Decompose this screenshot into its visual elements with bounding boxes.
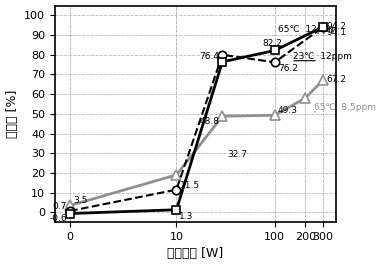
Text: 76.2: 76.2 <box>278 64 298 73</box>
Text: 23℃  12ppm: 23℃ 12ppm <box>293 52 352 61</box>
Text: 94.2: 94.2 <box>326 22 346 31</box>
Text: 49.3: 49.3 <box>278 106 298 115</box>
Text: 76.4: 76.4 <box>200 52 219 61</box>
Text: 67.2: 67.2 <box>326 76 346 85</box>
Text: 82.2: 82.2 <box>263 39 282 48</box>
Text: 3.5: 3.5 <box>73 196 87 205</box>
X-axis label: 投入電力 [W]: 投入電力 [W] <box>167 247 223 260</box>
Y-axis label: 除去率 [%]: 除去率 [%] <box>6 90 19 138</box>
Text: 11.5: 11.5 <box>179 181 200 190</box>
Text: 32.7: 32.7 <box>228 150 247 159</box>
Text: 1.3: 1.3 <box>179 212 193 221</box>
Text: 65℃  8.5ppm: 65℃ 8.5ppm <box>314 103 375 113</box>
Text: 65℃  12ppm: 65℃ 12ppm <box>278 25 337 34</box>
Text: 94.1: 94.1 <box>326 28 346 38</box>
Text: 48.8: 48.8 <box>200 117 219 126</box>
Text: 0.7: 0.7 <box>53 202 67 211</box>
Text: -0.6: -0.6 <box>49 214 67 222</box>
